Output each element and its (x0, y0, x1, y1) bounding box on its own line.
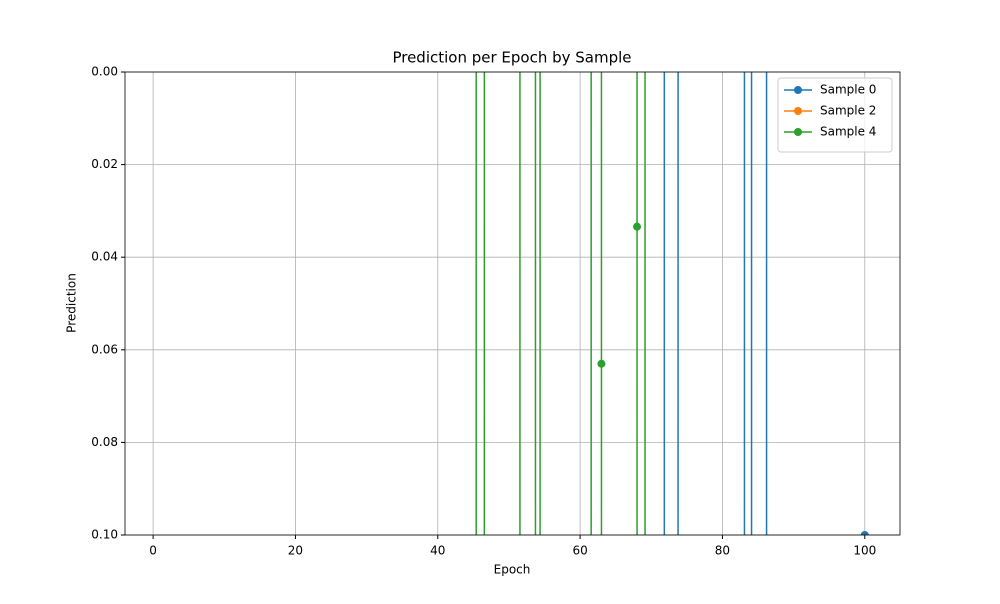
legend-label: Sample 2 (820, 104, 876, 118)
series-line (153, 0, 651, 600)
x-tick-label: 60 (572, 544, 587, 558)
legend-marker (794, 128, 802, 136)
y-axis-label: Prediction (65, 273, 79, 333)
y-tick-label: 0.04 (91, 250, 118, 264)
y-tick-label: 0.10 (91, 528, 118, 542)
plot-frame (124, 71, 901, 536)
y-tick-label: 0.06 (91, 342, 118, 356)
point-marker (860, 531, 869, 535)
y-tick-label: 0.00 (91, 65, 118, 79)
legend-marker (794, 86, 802, 94)
x-tick-label: 40 (430, 544, 445, 558)
y-tick-label: 0.02 (91, 157, 118, 171)
point-marker (633, 222, 642, 231)
plot-area (149, 0, 869, 600)
chart-title: Prediction per Epoch by Sample (392, 49, 631, 67)
legend: Sample 0 Sample 2 Sample 4 (777, 77, 893, 153)
x-tick-label: 80 (715, 544, 730, 558)
x-tick-label: 0 (149, 544, 157, 558)
x-tick-label: 100 (853, 544, 876, 558)
legend-box (777, 77, 893, 153)
legend-marker (794, 107, 802, 115)
point-marker (597, 359, 606, 368)
legend-label: Sample 4 (820, 125, 876, 139)
x-tick-label: 20 (288, 544, 303, 558)
y-tick-label: 0.08 (91, 435, 118, 449)
x-axis-label: Epoch (494, 563, 531, 577)
legend-label: Sample 0 (820, 83, 876, 97)
series-line (153, 0, 865, 600)
